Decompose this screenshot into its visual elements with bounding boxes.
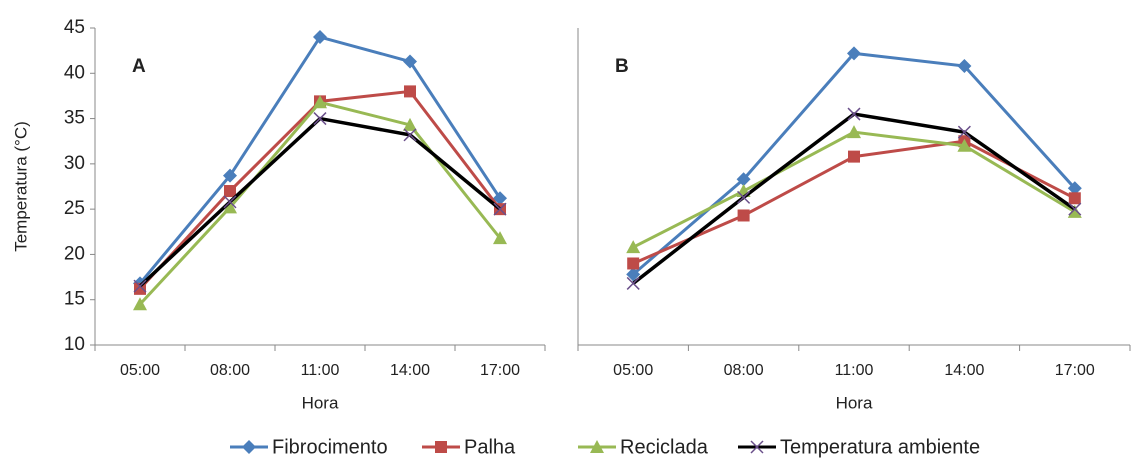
marker-stroke	[626, 276, 640, 290]
marker	[737, 190, 751, 204]
marker	[847, 46, 861, 61]
y-tick-label: 15	[64, 289, 85, 310]
marker	[133, 297, 147, 311]
marker	[847, 125, 861, 139]
marker	[242, 440, 256, 454]
marker	[224, 185, 236, 198]
marker	[590, 440, 604, 453]
marker-stroke	[403, 128, 417, 142]
series-line	[138, 89, 502, 290]
series-line	[632, 112, 1076, 285]
marker	[1068, 192, 1081, 205]
marker	[1067, 204, 1082, 218]
marker	[626, 240, 641, 254]
marker	[403, 117, 417, 131]
legend-label: Palha	[464, 436, 516, 458]
marker	[737, 209, 750, 222]
x-tick-label: 14:00	[944, 362, 984, 379]
marker	[403, 128, 417, 142]
x-tick-label: 08:00	[724, 362, 764, 379]
marker	[1067, 181, 1082, 196]
marker-stroke	[313, 112, 327, 126]
marker	[223, 195, 237, 209]
marker	[313, 30, 327, 45]
y-tick-label: 30	[64, 153, 85, 174]
marker-stroke	[957, 125, 971, 139]
marker-stroke	[493, 202, 507, 216]
y-tick-label: 40	[64, 62, 85, 83]
marker	[626, 276, 640, 290]
marker	[133, 279, 147, 293]
marker	[313, 95, 327, 109]
panel-label: A	[132, 56, 146, 77]
x-tick-label: 14:00	[390, 362, 430, 379]
marker	[957, 59, 972, 74]
marker-stroke	[1068, 202, 1082, 216]
x-tick-label: 17:00	[1055, 362, 1095, 379]
x-tick-label: 05:00	[120, 362, 160, 379]
marker	[493, 231, 507, 245]
y-tick-label: 20	[64, 243, 85, 264]
marker	[134, 282, 146, 295]
x-tick-label: 17:00	[480, 362, 520, 379]
marker-stroke	[847, 107, 861, 121]
marker	[957, 125, 971, 139]
marker	[403, 54, 417, 69]
y-tick-label: 25	[64, 198, 85, 219]
marker	[404, 85, 416, 98]
x-tick-label: 11:00	[301, 362, 340, 379]
marker	[223, 200, 237, 214]
panel-label: B	[615, 56, 629, 77]
legend-label: Fibrocimento	[272, 436, 388, 458]
x-axis-label: Hora	[836, 393, 873, 412]
marker-stroke	[737, 190, 751, 204]
y-tick-label: 10	[64, 334, 85, 355]
legend-label: Reciclada	[620, 436, 709, 458]
marker	[435, 441, 447, 453]
marker	[223, 168, 237, 183]
legend-label: Temperatura ambiente	[780, 436, 980, 458]
series-line	[138, 116, 502, 288]
y-tick-label: 45	[64, 17, 85, 38]
x-tick-label: 08:00	[210, 362, 250, 379]
marker	[493, 191, 507, 206]
marker-stroke	[750, 440, 764, 454]
marker	[736, 172, 751, 187]
marker	[493, 202, 507, 216]
y-tick-label: 35	[64, 108, 85, 129]
marker	[848, 150, 860, 163]
marker-stroke	[133, 279, 147, 293]
marker-stroke	[223, 195, 237, 209]
marker	[626, 267, 641, 282]
x-tick-label: 05:00	[613, 362, 653, 379]
x-tick-label: 11:00	[835, 362, 874, 379]
marker	[957, 138, 972, 152]
y-axis-label: Temperatura (°C)	[11, 121, 30, 252]
series-line	[138, 100, 502, 306]
marker	[847, 107, 861, 121]
marker	[750, 440, 764, 454]
marker	[1068, 202, 1082, 216]
marker	[313, 112, 327, 126]
marker	[627, 257, 640, 270]
x-axis-label: Hora	[302, 393, 339, 412]
